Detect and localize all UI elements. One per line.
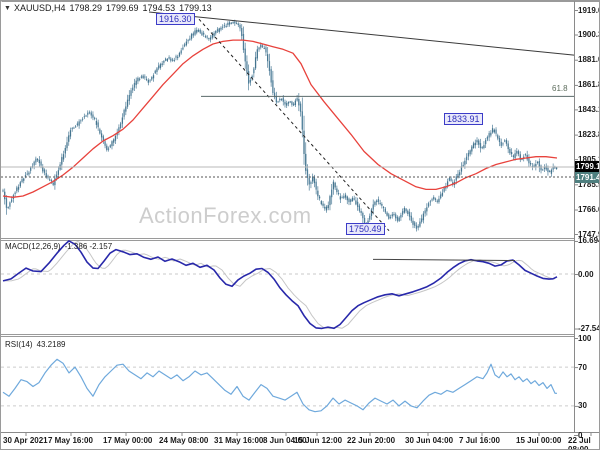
ohlc-open: 1798.29 (69, 3, 102, 13)
descending-trendline (148, 11, 575, 56)
macd-signal-line (3, 241, 556, 329)
macd-main-line (2, 240, 558, 330)
time-tick-label: 31 May 16:00 (214, 436, 264, 445)
price-tick-label: 1843.10 (578, 104, 599, 114)
time-tick-label: 7 Jul 16:00 (459, 436, 500, 445)
price-tick-label: 1881.05 (578, 55, 599, 65)
swing-price-label: 1833.91 (444, 113, 483, 125)
rsi-value: 43.2189 (36, 340, 66, 349)
time-tick-label: 30 Jun 04:00 (405, 436, 454, 445)
macd-indicator-label: MACD(12,26,9) -1.386 -2.157 (5, 242, 116, 251)
rsi-line (2, 358, 557, 413)
price-tick-label: 1747.95 (578, 229, 599, 239)
swing-price-label: 1750.49 (346, 223, 385, 235)
time-tick-label: 15 Jun 12:00 (294, 436, 343, 445)
time-tick-label: 22 Jun 20:00 (347, 436, 396, 445)
rsi-indicator-label: RSI(14) 43.2189 (5, 340, 69, 349)
current-price-tag: 1799.13 (575, 161, 599, 173)
price-tick-label: 1919.00 (578, 5, 599, 15)
ohlc-low: 1794.53 (142, 3, 176, 13)
time-tick-label: 8 Jun 04:00 (263, 436, 307, 445)
rsi-name: RSI(14) (5, 340, 33, 349)
candles (2, 19, 558, 232)
time-tick-label: 17 May 00:00 (103, 436, 153, 445)
price-tick-label: 1900.30 (578, 29, 599, 39)
dashed-projection-line (198, 18, 390, 232)
price-tick-label: 1805.15 (578, 154, 599, 164)
time-tick-label: 15 Jul 00:00 (516, 436, 562, 445)
macd-trendline (372, 258, 516, 262)
fib-61-8-label: 61.8 (552, 84, 568, 93)
price-tick-label: 1766.65 (578, 205, 599, 215)
chart-title: ▼ XAUUSD,H4 1798.29 1799.69 1794.53 1799.13 (4, 3, 216, 13)
rsi-tick-label: 70 (578, 362, 587, 372)
watermark: ActionForex.com (139, 203, 312, 228)
symbol-period: XAUUSD,H4 (13, 3, 66, 13)
rsi-tick-label: 30 (578, 401, 587, 411)
macd-tick-label: 0.00 (578, 269, 594, 279)
macd-values: -1.386 -2.157 (64, 242, 113, 251)
time-tick-label: 7 May 16:00 (48, 436, 93, 445)
ohlc-high: 1799.69 (106, 3, 139, 13)
chart-dropdown-icon[interactable]: ▼ (4, 5, 11, 12)
ohlc-close: 1799.13 (179, 3, 212, 13)
time-tick-label: 30 Apr 2021 (3, 436, 48, 445)
price-tick-label: 1861.80 (578, 80, 599, 90)
time-tick-label: 22 Jul 08:00 (568, 436, 591, 450)
moving-average-line (2, 39, 558, 198)
price-tick-label: 1823.85 (578, 130, 599, 140)
macd-name: MACD(12,26,9) (5, 242, 61, 251)
macd-tick-label: -27.54 (578, 324, 600, 334)
macd-tick-label: 16.694 (578, 236, 599, 246)
swing-price-label: 1916.30 (156, 13, 195, 25)
horizontal-line-price-tag: 1791.45 (575, 171, 599, 183)
time-tick-label: 24 May 08:00 (159, 436, 209, 445)
rsi-tick-label: 100 (578, 333, 592, 343)
rsi-tick-label: 0 (578, 430, 583, 440)
price-tick-label: 1785.90 (578, 179, 599, 189)
